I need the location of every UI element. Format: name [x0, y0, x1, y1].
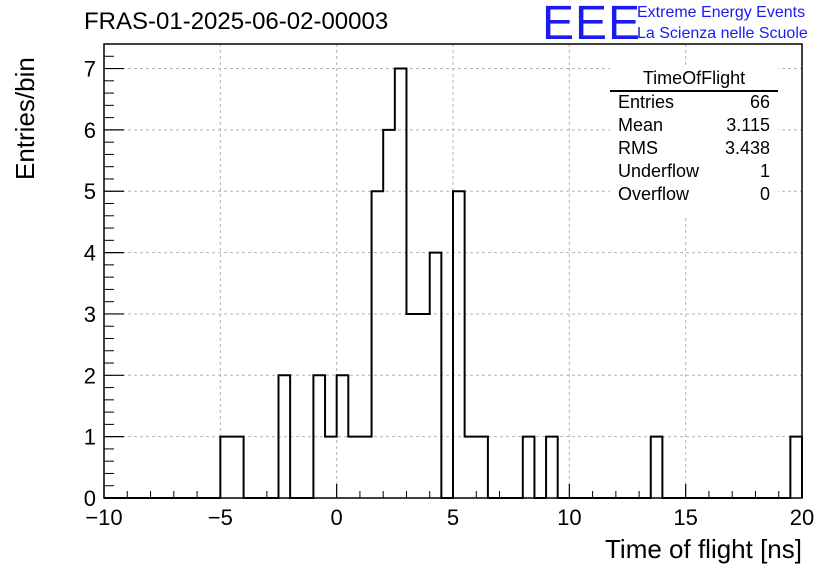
- x-tick-label: −10: [85, 505, 122, 530]
- stats-value: 3.115: [726, 115, 770, 135]
- histogram-bin: [232, 437, 244, 498]
- histogram-bin: [348, 437, 360, 498]
- stats-value: 1: [759, 161, 770, 181]
- stats-value: 0: [759, 184, 770, 204]
- stats-box: TimeOfFlight Entries 66 Mean 3.115 RMS 3…: [610, 66, 778, 216]
- axis-ticks: [103, 55, 803, 499]
- histogram-bin: [465, 437, 477, 498]
- stats-key: Entries: [618, 92, 675, 112]
- stats-value: 3.438: [724, 138, 770, 158]
- histogram-bin: [651, 437, 663, 498]
- y-tick-label: 0: [84, 486, 96, 511]
- logo-subtitle-1: Extreme Energy Events: [637, 4, 806, 21]
- stats-key: Mean: [618, 115, 664, 135]
- y-axis-label: Entries/bin: [10, 57, 40, 180]
- stats-row-mean: Mean 3.115: [618, 115, 770, 138]
- histogram-bin: [418, 314, 430, 498]
- stats-row-entries: Entries 66: [618, 92, 770, 115]
- x-tick-label: −5: [208, 505, 233, 530]
- x-tick-label: 10: [557, 505, 581, 530]
- histogram-bin: [476, 437, 488, 498]
- histogram-bin: [220, 437, 232, 498]
- stats-row-overflow: Overflow 0: [618, 184, 770, 207]
- y-tick-label: 5: [84, 179, 96, 204]
- histogram-bin: [546, 437, 558, 498]
- stats-key: RMS: [618, 138, 658, 158]
- histogram-bin: [325, 437, 337, 498]
- x-tick-label: 20: [790, 505, 814, 530]
- x-tick-label: 15: [673, 505, 697, 530]
- x-axis-label: Time of flight [ns]: [605, 534, 802, 564]
- histogram-bin: [453, 191, 465, 498]
- y-tick-label: 2: [84, 363, 96, 388]
- histogram-bin: [395, 69, 407, 498]
- stats-divider: [610, 90, 778, 92]
- x-tick-label: 5: [447, 505, 459, 530]
- y-tick-label: 3: [84, 302, 96, 327]
- stats-value: 66: [749, 92, 770, 112]
- logo-subtitle-2: La Scienza nelle Scuole: [637, 25, 808, 42]
- histogram-bin: [360, 437, 372, 498]
- histogram-title: FRAS-01-2025-06-02-00003: [84, 8, 389, 35]
- y-tick-label: 1: [84, 425, 96, 450]
- y-tick-label: 7: [84, 57, 96, 82]
- y-tick-label: 4: [84, 241, 96, 266]
- stats-row-rms: RMS 3.438: [618, 138, 770, 161]
- eee-logo: EEE: [542, 0, 642, 50]
- stats-title: TimeOfFlight: [642, 68, 746, 88]
- histogram-bin: [406, 314, 418, 498]
- histogram-bin: [523, 437, 535, 498]
- stats-row-underflow: Underflow 1: [618, 161, 770, 184]
- histogram-bin: [790, 437, 802, 498]
- y-tick-label: 6: [84, 118, 96, 143]
- x-tick-label: 0: [331, 505, 343, 530]
- histogram-bin: [372, 191, 384, 498]
- stats-key: Underflow: [618, 161, 700, 181]
- stats-key: Overflow: [618, 184, 690, 204]
